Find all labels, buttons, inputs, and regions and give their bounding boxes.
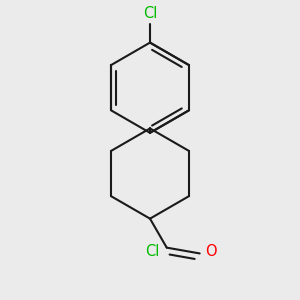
Text: Cl: Cl: [143, 6, 157, 21]
Text: Cl: Cl: [145, 244, 160, 260]
Text: O: O: [205, 244, 217, 260]
